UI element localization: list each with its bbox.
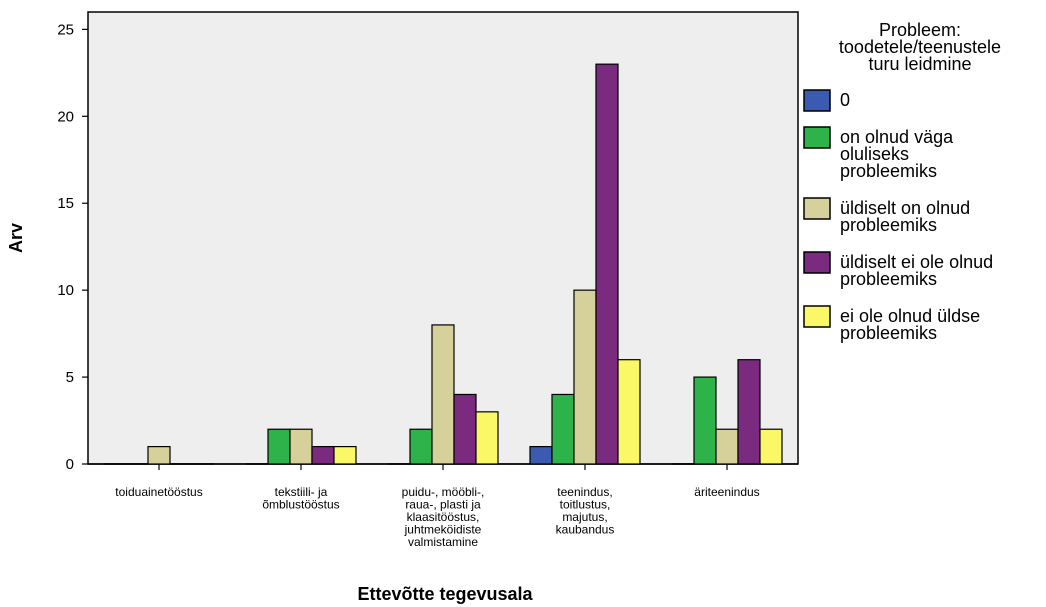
- legend-label: üldiselt ei ole olnud probleemiks: [840, 252, 993, 289]
- legend-swatch: [803, 126, 831, 149]
- legend-swatch: [803, 89, 831, 112]
- legend-label: üldiselt on olnud probleemiks: [840, 198, 970, 235]
- y-tick-label: 25: [57, 21, 74, 38]
- bar: [147, 446, 171, 465]
- legend-item: on olnud väga oluliseks probleemiks: [803, 126, 954, 181]
- legend-label: 0: [840, 90, 850, 110]
- y-tick-label: 15: [57, 195, 74, 212]
- bar: [595, 63, 619, 465]
- bar: [737, 359, 761, 465]
- legend-item: ei ole olnud üldse probleemiks: [803, 305, 980, 343]
- legend-swatch: [803, 197, 831, 220]
- bar: [715, 428, 739, 465]
- legend-label: on olnud väga oluliseks probleemiks: [840, 127, 954, 181]
- y-tick-label: 20: [57, 108, 74, 125]
- bar: [529, 446, 553, 465]
- legend-label: ei ole olnud üldse probleemiks: [840, 306, 980, 343]
- bar: [267, 428, 291, 465]
- x-axis-title: Ettevõtte tegevusala: [357, 584, 533, 604]
- bar: [475, 411, 499, 465]
- bar: [617, 359, 641, 465]
- x-tick-label: tekstiili- ja õmblustööstus: [262, 485, 339, 512]
- bar: [431, 324, 455, 465]
- bar: [573, 289, 597, 465]
- legend: Probleem: toodetele/teenustele turu leidmi…: [803, 20, 1001, 343]
- legend-item: 0: [803, 89, 850, 112]
- bar: [311, 446, 335, 465]
- y-tick-label: 5: [66, 369, 74, 386]
- legend-swatch: [803, 305, 831, 328]
- bar: [551, 393, 575, 465]
- x-tick-label: toiduainetööstus: [115, 485, 202, 499]
- legend-item: üldiselt ei ole olnud probleemiks: [803, 251, 993, 289]
- y-axis-title: Arv: [6, 223, 26, 253]
- legend-swatch: [803, 251, 831, 274]
- bars-group: [88, 63, 798, 465]
- y-tick-label: 0: [66, 456, 74, 473]
- bar: [333, 446, 357, 465]
- bar: [409, 428, 433, 465]
- legend-item: üldiselt on olnud probleemiks: [803, 197, 970, 235]
- bar: [289, 428, 313, 465]
- bar: [759, 428, 783, 465]
- x-axis: toiduainetööstus tekstiili- ja õmblustööst…: [115, 464, 760, 549]
- legend-title: Probleem: toodetele/teenustele turu leidmi…: [839, 20, 1001, 74]
- bar: [693, 376, 717, 465]
- y-tick-label: 10: [57, 282, 74, 299]
- y-axis: 0 5 10 15 20 25: [57, 21, 88, 473]
- bar: [453, 393, 477, 465]
- x-tick-label: puidu-, mööbli-, raua-, plasti ja klaasitö…: [402, 485, 485, 549]
- x-tick-label: äriteenindus: [694, 485, 759, 499]
- x-tick-label: teenindus, toitlustus, majutus, kaubandus: [556, 485, 615, 537]
